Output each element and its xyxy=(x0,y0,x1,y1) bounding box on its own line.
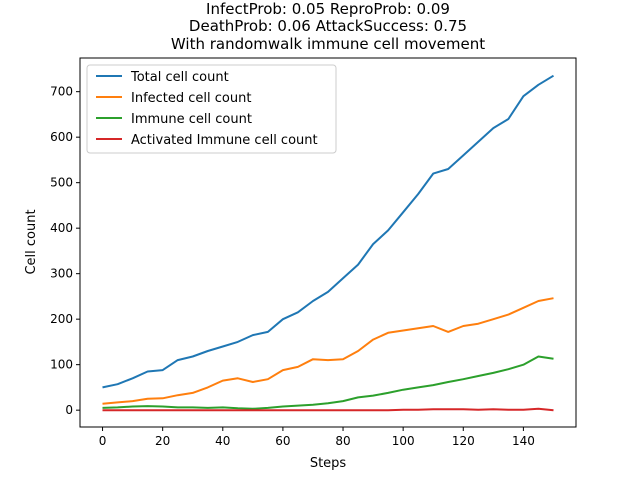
y-tick-label: 100 xyxy=(50,358,73,372)
x-tick-label: 80 xyxy=(335,434,350,448)
x-axis-label: Steps xyxy=(310,456,347,471)
series-line-3 xyxy=(102,355,554,410)
chart-title-line-3: With randomwalk immune cell movement xyxy=(171,35,485,53)
y-tick-label: 400 xyxy=(50,221,73,235)
x-tick-label: 140 xyxy=(512,434,535,448)
plot-area-frame xyxy=(79,57,577,428)
series-line-2 xyxy=(102,297,554,405)
y-axis-label: Cell count xyxy=(24,209,39,274)
legend-box xyxy=(86,64,337,154)
series-line-4 xyxy=(102,407,554,412)
legend-label-1: Total cell count xyxy=(130,70,229,85)
legend-label-3: Immune cell count xyxy=(131,112,252,127)
x-axis-ticks: 0 20 40 60 80 100 120 140 xyxy=(99,427,535,448)
x-tick-label: 40 xyxy=(215,434,230,448)
x-tick-label: 0 xyxy=(99,434,107,448)
series-line-1 xyxy=(102,74,555,389)
x-tick-label: 120 xyxy=(452,434,475,448)
x-tick-label: 20 xyxy=(155,434,170,448)
series-lines xyxy=(102,74,555,412)
y-tick-label: 0 xyxy=(65,403,73,417)
y-tick-label: 700 xyxy=(50,85,73,99)
y-axis-ticks: 0 100 200 300 400 500 600 700 xyxy=(50,85,80,417)
legend-label-4: Activated Immune cell count xyxy=(131,133,318,148)
legend-label-2: Infected cell count xyxy=(131,91,251,106)
x-tick-label: 100 xyxy=(392,434,415,448)
y-tick-label: 300 xyxy=(50,267,73,281)
chart-title-line-2: DeathProb: 0.06 AttackSuccess: 0.75 xyxy=(189,17,467,35)
legend: Total cell count Infected cell count Immun… xyxy=(86,64,337,154)
chart-title: InfectProb: 0.05 ReproProb: 0.09 DeathPr… xyxy=(171,0,485,53)
y-tick-label: 600 xyxy=(50,130,73,144)
y-tick-label: 200 xyxy=(50,312,73,326)
x-tick-label: 60 xyxy=(275,434,290,448)
chart-title-line-1: InfectProb: 0.05 ReproProb: 0.09 xyxy=(206,0,450,18)
y-tick-label: 500 xyxy=(50,176,73,190)
